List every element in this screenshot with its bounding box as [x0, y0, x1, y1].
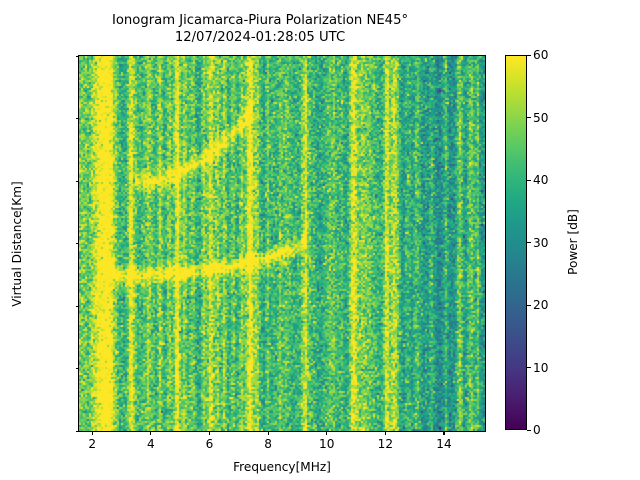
x-tick-label: 10	[319, 437, 335, 451]
y-tick-mark	[75, 180, 79, 182]
chart-title: Ionogram Jicamarca-Piura Polarization NE…	[111, 13, 409, 45]
x-tick-label: 6	[205, 437, 214, 451]
y-tick-mark	[75, 430, 79, 432]
colorbar-tick-label: 0	[533, 423, 541, 437]
x-axis-label: Frequency[MHz]	[233, 460, 331, 474]
y-axis-label: Virtual Distance[Km]	[10, 180, 24, 307]
x-tick-label: 14	[436, 437, 452, 451]
x-tick-mark	[267, 431, 269, 435]
colorbar-tick-mark	[527, 367, 531, 369]
x-tick-mark	[326, 431, 328, 435]
x-tick-label: 4	[146, 437, 155, 451]
colorbar-tick-mark	[527, 429, 531, 431]
y-tick-mark	[75, 118, 79, 120]
colorbar: 0 10 20 30 40 50 60	[505, 48, 548, 437]
y-tick-mark	[75, 305, 79, 307]
colorbar-tick-label: 30	[533, 235, 549, 250]
colorbar-tick-mark	[527, 179, 531, 181]
colorbar-tick-label: 20	[533, 298, 549, 312]
ionogram-heatmap-canvas	[79, 56, 485, 431]
colorbar-tick-label: 50	[533, 110, 549, 125]
y-tick-mark	[75, 368, 79, 370]
x-tick-label: 12	[377, 437, 394, 451]
colorbar-tick-mark	[527, 54, 531, 56]
x-tick-mark	[150, 431, 152, 435]
x-tick-mark	[443, 431, 445, 435]
colorbar-gradient	[505, 55, 527, 430]
colorbar-tick-mark	[527, 117, 531, 119]
colorbar-tick-label: 60	[533, 48, 549, 62]
y-tick-mark	[75, 55, 79, 57]
colorbar-tick-label: 10	[533, 360, 549, 375]
colorbar-label: Power [dB]	[566, 209, 580, 275]
x-tick-mark	[208, 431, 210, 435]
colorbar-tick-label: 40	[533, 173, 549, 187]
y-tick-mark	[75, 243, 79, 245]
x-tick-label: 8	[264, 437, 272, 451]
colorbar-tick-mark	[527, 304, 531, 306]
x-tick-label: 2	[88, 437, 97, 451]
colorbar-tick-mark	[527, 242, 531, 244]
heatmap-axes: Virtual Distance[Km] Frequency[MHz] 0500…	[10, 55, 486, 474]
x-tick-mark	[384, 431, 386, 435]
x-tick-mark	[91, 431, 93, 435]
